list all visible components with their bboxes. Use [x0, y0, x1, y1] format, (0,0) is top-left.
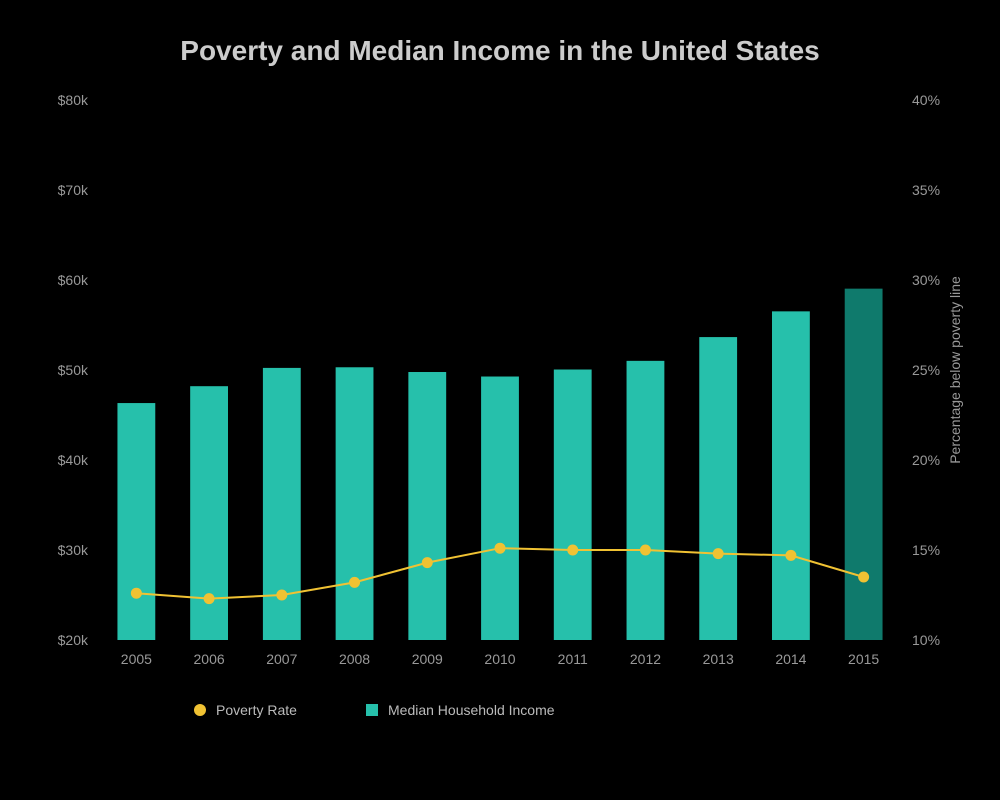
line-marker — [131, 588, 141, 598]
y-axis-left-tick: $60k — [58, 272, 89, 288]
y-axis-right-tick: 40% — [912, 92, 940, 108]
x-axis-tick: 2009 — [412, 651, 443, 667]
y-axis-right-tick: 20% — [912, 452, 940, 468]
legend-marker-icon — [194, 704, 206, 716]
x-axis-tick: 2005 — [121, 651, 152, 667]
legend-square-icon — [366, 704, 378, 716]
line-marker — [422, 558, 432, 568]
chart-title: Poverty and Median Income in the United … — [180, 35, 819, 66]
combo-chart: Poverty and Median Income in the United … — [0, 0, 1000, 800]
legend-label: Median Household Income — [388, 702, 555, 718]
x-axis-tick: 2012 — [630, 651, 661, 667]
bar — [627, 361, 665, 640]
line-marker — [640, 545, 650, 555]
line-marker — [204, 594, 214, 604]
y-axis-left-tick: $30k — [58, 542, 89, 558]
legend-label: Poverty Rate — [216, 702, 297, 718]
x-axis-tick: 2007 — [266, 651, 297, 667]
x-axis-tick: 2010 — [484, 651, 515, 667]
line-marker — [277, 590, 287, 600]
y-axis-left-tick: $40k — [58, 452, 89, 468]
y-axis-right-tick: 25% — [912, 362, 940, 378]
bar — [481, 377, 519, 640]
bar — [554, 370, 592, 640]
y-axis-right-tick: 15% — [912, 542, 940, 558]
y-axis-left-tick: $20k — [58, 632, 89, 648]
bar — [699, 337, 737, 640]
y-axis-right-tick: 30% — [912, 272, 940, 288]
x-axis-tick: 2015 — [848, 651, 879, 667]
bar — [772, 311, 810, 640]
y-axis-left-tick: $80k — [58, 92, 89, 108]
x-axis-tick: 2013 — [703, 651, 734, 667]
bar — [336, 367, 374, 640]
line-marker — [350, 577, 360, 587]
y-axis-right-label: Percentage below poverty line — [947, 276, 963, 464]
x-axis-tick: 2008 — [339, 651, 370, 667]
chart-container: Poverty and Median Income in the United … — [0, 0, 1000, 800]
line-marker — [713, 549, 723, 559]
bar — [408, 372, 446, 640]
line-marker — [495, 543, 505, 553]
x-axis-tick: 2011 — [558, 651, 588, 667]
y-axis-right-tick: 35% — [912, 182, 940, 198]
x-axis-tick: 2014 — [775, 651, 806, 667]
bar — [117, 403, 155, 640]
bar — [845, 289, 883, 640]
line-marker — [568, 545, 578, 555]
y-axis-left-tick: $50k — [58, 362, 89, 378]
x-axis-tick: 2006 — [194, 651, 225, 667]
line-marker — [859, 572, 869, 582]
y-axis-right-tick: 10% — [912, 632, 940, 648]
line-marker — [786, 550, 796, 560]
y-axis-left-tick: $70k — [58, 182, 89, 198]
